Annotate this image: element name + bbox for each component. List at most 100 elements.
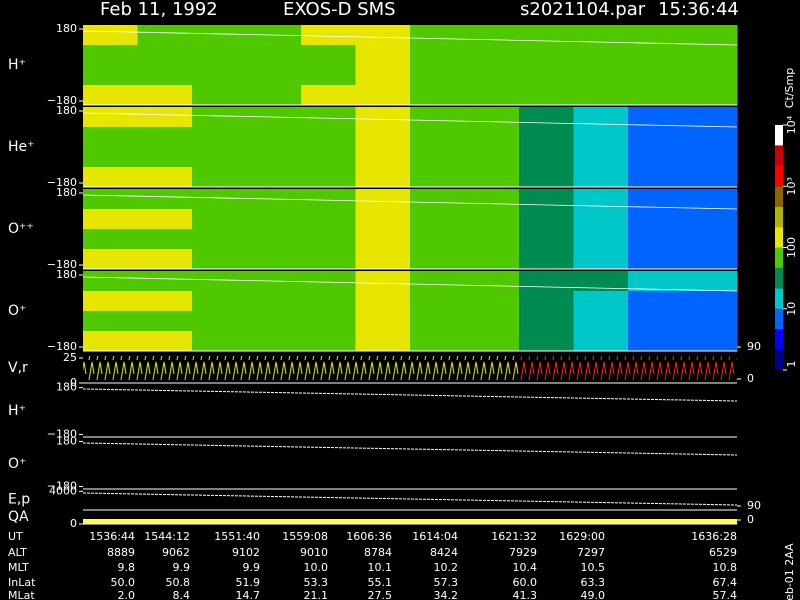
spectrogram-cell (464, 85, 520, 106)
instrument: EXOS-D SMS (283, 0, 396, 20)
spectrogram-cell (83, 25, 138, 46)
cell: 1621:32 (491, 530, 537, 543)
cell: 1636:28 (691, 530, 737, 543)
spectrogram-cell (464, 271, 520, 292)
footer: Feb-01 2AA (783, 543, 796, 600)
spectrogram-cell (301, 229, 356, 250)
spectrogram-cell (628, 229, 683, 250)
spectrogram-cell (573, 331, 629, 352)
spectrogram-cell (355, 85, 411, 106)
spectrogram-cell (301, 209, 356, 230)
spectrogram-cell (192, 249, 247, 270)
colorbar-bin (775, 206, 783, 228)
spectrogram-cell (682, 147, 738, 168)
y2-tick-label: 0 (747, 513, 754, 526)
spectrogram-cell (246, 45, 302, 66)
spectrogram-cell (83, 127, 138, 148)
y-tick-label: −180 (47, 258, 77, 271)
spectrogram-cell (682, 331, 738, 352)
spectrogram-cell (573, 209, 629, 230)
spectrogram-cell (83, 85, 138, 106)
y-tick-label: −180 (47, 480, 77, 493)
colorbar-label: Ct/Smp (783, 68, 796, 108)
trace (82, 388, 738, 402)
y-tick-label: −180 (47, 340, 77, 353)
row-label: ALT (8, 546, 27, 559)
spectrogram-cell (464, 209, 520, 230)
cell: 9.8 (118, 561, 136, 574)
spectrogram-cell (301, 291, 356, 312)
y2-tick-label: 90 (747, 499, 761, 512)
spectrogram-cell (628, 291, 683, 312)
colorbar-tick-label: 1 (785, 361, 798, 368)
spectrogram-cell (519, 45, 574, 66)
spectrogram-cell (355, 45, 411, 66)
spectrogram-cell (137, 147, 193, 168)
spectrogram-cell (628, 249, 683, 270)
panel-label: O⁺⁺ (8, 221, 34, 237)
spectrogram-cell (464, 249, 520, 270)
colorbar-bin (775, 125, 783, 146)
spectrogram-cell (519, 25, 574, 46)
spectrogram-cell (519, 331, 574, 352)
y2-tick-label: 90 (747, 340, 761, 353)
spectrogram-cell (573, 107, 629, 128)
panel-label: H⁺ (8, 403, 26, 419)
spectrogram-cell (628, 209, 683, 230)
spectrogram-cell (137, 189, 193, 210)
panel-label: He⁺ (8, 139, 35, 155)
spectrogram-cell (682, 107, 738, 128)
colorbar-bin (775, 308, 783, 330)
spectrogram-cell (519, 127, 574, 148)
spectrogram-cell (137, 167, 193, 188)
trend-line (82, 276, 738, 292)
spectrogram-cell (301, 45, 356, 66)
spectrogram-cell (464, 291, 520, 312)
spectrogram-cell (573, 25, 629, 46)
spectrogram-cell (519, 311, 574, 332)
cell: 60.0 (513, 576, 538, 589)
colorbar-bin (775, 186, 783, 207)
panel-label: O⁺ (8, 456, 26, 472)
spectrogram-cell (246, 127, 302, 148)
spectrogram-cell (301, 167, 356, 188)
spectrogram-cell (628, 311, 683, 332)
spectrogram-cell (83, 189, 138, 210)
panel-label: V,r (8, 360, 28, 376)
spectrogram-cell (464, 167, 520, 188)
spectrogram-cell (464, 331, 520, 352)
spectrogram-cell (355, 25, 411, 46)
spectrogram-cell (246, 167, 302, 188)
spectrogram-cell (192, 127, 247, 148)
spectrogram-cell (628, 107, 683, 128)
spectrogram-cell (573, 85, 629, 106)
spectrogram-cell (519, 107, 574, 128)
colorbar-bin (775, 267, 783, 289)
spectrogram-cell (519, 209, 574, 230)
colorbar-tick-label: 10⁴ (785, 115, 798, 134)
cell: 55.1 (368, 576, 393, 589)
spectrogram-cell (246, 291, 302, 312)
spectrogram-cell (192, 311, 247, 332)
spectrogram-cell (192, 189, 247, 210)
spectrogram-cell (519, 271, 574, 292)
spectrogram-cell (83, 311, 138, 332)
spectrogram-cell (192, 85, 247, 106)
cell: 10.5 (581, 561, 606, 574)
spectrogram-cell (573, 271, 629, 292)
spectrogram-cell (301, 311, 356, 332)
spectrogram-cell (355, 189, 411, 210)
spectrogram-cell (682, 167, 738, 188)
spectrogram-cell (464, 45, 520, 66)
colorbar-bin (775, 165, 783, 187)
cell: 14.7 (236, 589, 261, 600)
cell: 10.4 (513, 561, 538, 574)
spectrogram-cell (137, 45, 193, 66)
spectrogram-cell (410, 107, 465, 128)
colorbar-bin (775, 227, 783, 248)
spectrogram-cell (137, 107, 193, 128)
spectrogram-cell (246, 65, 302, 86)
trend-line (82, 30, 738, 46)
spectrogram-cell (628, 45, 683, 66)
